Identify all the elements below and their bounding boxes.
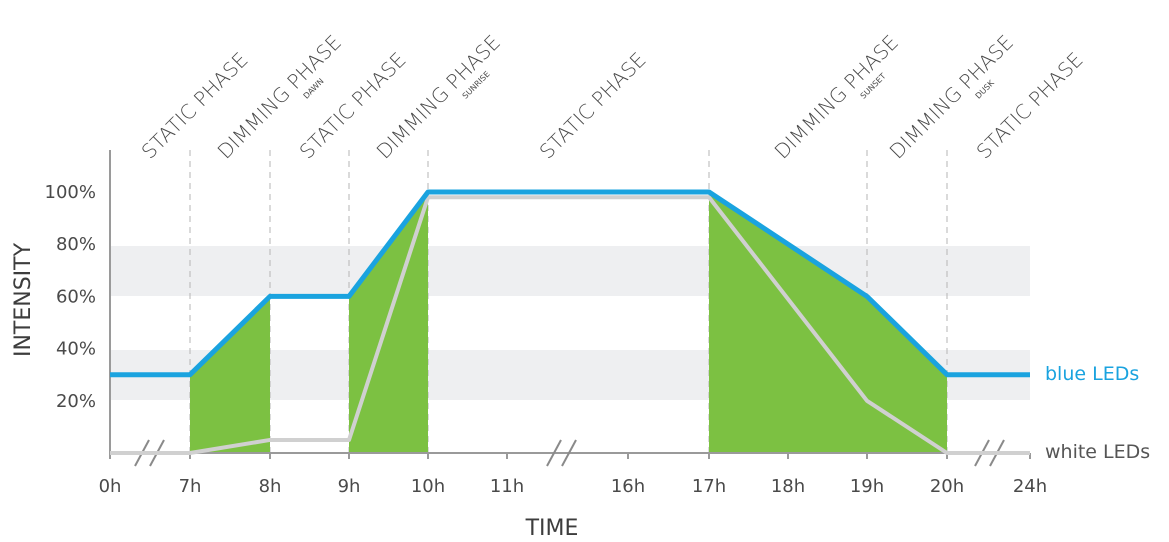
- x-tick-label: 19h: [850, 476, 884, 497]
- y-tick-label: 80%: [56, 234, 96, 255]
- phase-label-text: DIMMING PHASE: [770, 30, 903, 163]
- y-tick-label: 60%: [56, 286, 96, 307]
- axis-break-mark: [561, 439, 577, 467]
- series-blue-leds: [110, 189, 1030, 378]
- legend-white-leds: white LEDs: [1045, 441, 1150, 463]
- tick-labels: 0h 7h 8h 9h 10h 11h 16h 17h 18h 19h 20h 24h 20% 40% 60…: [45, 182, 1048, 497]
- fill-sunset: [709, 192, 867, 453]
- series-white-leds: [110, 195, 1030, 455]
- x-tick-label: 9h: [338, 476, 361, 497]
- x-tick-label: 20h: [930, 476, 964, 497]
- x-tick-label: 24h: [1013, 476, 1047, 497]
- y-axis-title: INTENSITY: [11, 242, 36, 357]
- fill-dusk: [867, 296, 947, 453]
- x-axis-title: TIME: [525, 516, 579, 541]
- y-tick-label: 100%: [45, 182, 96, 203]
- x-tick-label: 16h: [611, 476, 645, 497]
- band-60-80: [110, 246, 1030, 296]
- fill-dawn: [190, 296, 270, 453]
- axis-break-mark: [546, 439, 562, 467]
- y-tick-label: 20%: [56, 391, 96, 412]
- x-tick-label: 18h: [771, 476, 805, 497]
- x-tick-label: 8h: [259, 476, 282, 497]
- x-tick-label: 17h: [692, 476, 726, 497]
- phase-label-text: STATIC PHASE: [535, 48, 651, 164]
- x-tick-label: 0h: [99, 476, 122, 497]
- phase-label: STATIC PHASE: [535, 48, 651, 164]
- x-tick-label: 10h: [411, 476, 445, 497]
- dimming-phase-fills: [190, 192, 947, 453]
- x-tick-label: 7h: [179, 476, 202, 497]
- legend-blue-leds: blue LEDs: [1045, 363, 1139, 385]
- x-tick-label: 11h: [490, 476, 524, 497]
- y-tick-label: 40%: [56, 339, 96, 360]
- series-lines: [110, 189, 1030, 455]
